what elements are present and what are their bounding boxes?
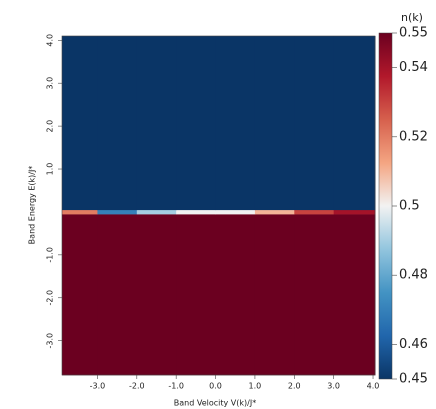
colorbar-tick-label: 0.5 (399, 199, 420, 214)
colorbar-tick-label: 0.55 (399, 26, 428, 41)
heatmap-cell (176, 209, 217, 215)
colorbar-axis: 0.45 0.46 0.48 0.5 0.52 0.54 0.55 (392, 26, 428, 387)
y-axis-title: Band Energy E(k)/J* (28, 166, 37, 245)
heatmap-cell (136, 36, 177, 211)
colorbar (378, 32, 393, 380)
heatmap-cell (294, 214, 335, 376)
colorbar-tick-label: 0.45 (399, 372, 428, 387)
x-axis-title: Band Velocity V(k)/J* (174, 399, 256, 408)
heatmap-cell (215, 36, 256, 211)
y-tick-label: -1.0 (46, 247, 55, 263)
heatmap-cell (254, 209, 295, 215)
y-tick-label: 3.0 (46, 77, 55, 90)
colorbar-tick-label: 0.48 (399, 268, 428, 283)
heatmap-cell (294, 209, 335, 215)
heatmap-cell (97, 209, 138, 215)
heatmap-cell (136, 214, 177, 376)
x-tick-label: 4.0 (367, 382, 380, 391)
heatmap-cell (254, 36, 295, 211)
x-tick-label: 1.0 (249, 382, 262, 391)
y-tick-label: 1.0 (46, 163, 55, 176)
heatmap-cell (176, 36, 217, 211)
x-tick-label: 3.0 (327, 382, 340, 391)
x-tick-label: -3.0 (90, 382, 106, 391)
y-tick-label: -2.0 (46, 290, 55, 306)
heatmap-cell (97, 214, 138, 376)
heatmap-cell (333, 36, 376, 211)
x-tick-label: -2.0 (129, 382, 145, 391)
x-tick-label: 0.0 (209, 382, 222, 391)
x-tick-label: 2.0 (288, 382, 301, 391)
heatmap-cell (136, 209, 177, 215)
heatmap-cell (333, 214, 376, 376)
heatmap-cell (176, 214, 217, 376)
colorbar-title: n(k) (401, 11, 423, 24)
heatmap-cell (62, 209, 98, 215)
heatmap-cell (254, 214, 295, 376)
y-tick-label: -3.0 (46, 333, 55, 349)
x-tick-label: -1.0 (168, 382, 184, 391)
heatmap-cell (97, 36, 138, 211)
plot-frame (61, 35, 376, 376)
colorbar-tick-label: 0.54 (399, 60, 428, 75)
heatmap-cell (333, 209, 376, 215)
heatmap-cell (62, 214, 98, 376)
y-tick-label: 2.0 (46, 120, 55, 133)
heatmap-cell (294, 36, 335, 211)
heatmap-cell (62, 36, 98, 211)
y-tick-label: 4.0 (46, 34, 55, 47)
colorbar-tick-label: 0.46 (399, 337, 428, 352)
heatmap-cell (215, 214, 256, 376)
colorbar-tick-label: 0.52 (399, 129, 428, 144)
heatmap-cell (215, 209, 256, 215)
